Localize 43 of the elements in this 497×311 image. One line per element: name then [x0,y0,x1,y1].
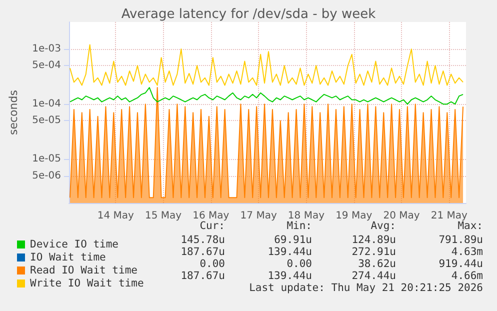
legend-label: IO Wait time [30,252,106,264]
text: Max: [458,220,483,232]
y-axis-title: seconds [7,90,20,135]
x-tick-label: 21 May [430,210,468,222]
line-series [69,44,464,86]
text: 274.44u [352,270,396,282]
text: 124.89u [352,234,396,246]
x-tick-label: 18 May [288,210,325,222]
line-series [69,87,464,105]
text: 0.00 [200,258,225,270]
y-tick-label: 5e-04 [32,60,61,72]
text: Last update: Thu May 21 20:21:25 2026 [249,282,483,294]
x-tick-label: 14 May [97,210,134,222]
text: 139.44u [268,270,312,282]
y-tick-label: 1e-04 [32,98,61,110]
y-tick-label: 1e-05 [32,154,61,165]
y-tick-label: 5e-06 [32,170,61,182]
text: 69.91u [274,234,312,246]
x-tick-label: 16 May [192,210,230,222]
text: 4.66m [451,270,483,282]
text: 0.00 [286,258,312,270]
text: 187.67u [180,246,225,258]
text: 272.91u [352,246,396,258]
text: Cur: [200,220,225,232]
x-tick-label: 17 May [240,210,277,222]
legend-label: Device IO time [30,238,119,250]
legend-label: Read IO Wait time [30,264,138,276]
text: 187.67u [180,270,225,282]
text: 139.44u [268,246,312,258]
text: 4.63m [451,246,483,258]
y-tick-label: 5e-05 [32,115,61,126]
x-tick-label: 19 May [336,210,372,222]
text: Min: [286,220,312,232]
text: Avg: [370,220,396,232]
legend-label: Write IO Wait time [30,278,144,290]
x-tick-label: 20 May [383,210,420,222]
x-tick-label: 15 May [145,210,182,222]
text: 791.89u [438,234,483,246]
text: 145.78u [180,234,225,246]
text: 38.62u [358,258,396,270]
y-tick-label: 1e-03 [32,44,61,55]
chart-title: Average latency for /dev/sda - by week [121,7,376,22]
text: 919.44u [438,258,483,270]
